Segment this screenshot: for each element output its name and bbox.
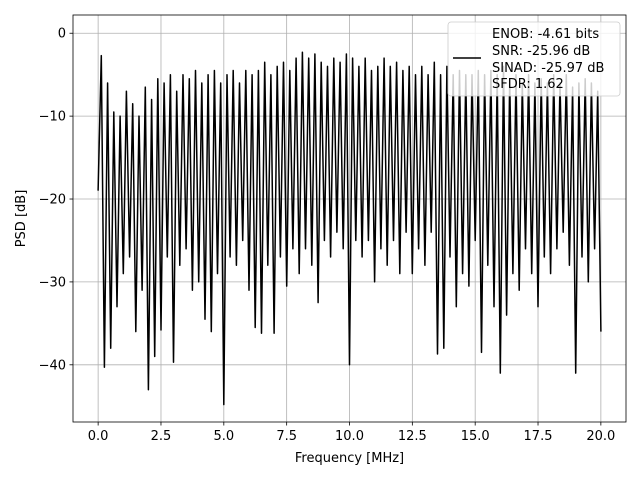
x-tick-label: 12.5 xyxy=(398,429,427,444)
legend-enob: ENOB: -4.61 bits xyxy=(492,27,599,42)
legend-sfdr: SFDR: 1.62 xyxy=(492,77,564,92)
x-tick-label: 0.0 xyxy=(88,429,109,444)
x-tick-label: 17.5 xyxy=(524,429,553,444)
x-tick-label: 7.5 xyxy=(276,429,297,444)
y-axis: 0 −10 −20 −30 −40 xyxy=(39,27,73,373)
x-tick-label: 20.0 xyxy=(586,429,615,444)
y-tick-label: −40 xyxy=(39,358,66,373)
x-tick-label: 5.0 xyxy=(213,429,234,444)
y-tick-label: −10 xyxy=(39,110,66,125)
y-tick-label: −30 xyxy=(39,275,66,290)
x-axis: 0.0 2.5 5.0 7.5 10.0 12.5 15.0 17.5 20.0 xyxy=(88,422,615,444)
y-tick-label: −20 xyxy=(39,193,66,208)
x-tick-label: 2.5 xyxy=(151,429,172,444)
legend-box xyxy=(447,21,621,97)
x-tick-label: 15.0 xyxy=(461,429,490,444)
legend: ENOB: -4.61 bits SNR: -25.96 dB SINAD: -… xyxy=(447,21,621,97)
x-tick-label: 10.0 xyxy=(335,429,364,444)
y-axis-label: PSD [dB] xyxy=(14,190,29,248)
y-tick-label: 0 xyxy=(58,27,66,42)
psd-series-line xyxy=(97,51,602,406)
plot-area xyxy=(97,51,602,406)
legend-snr: SNR: -25.96 dB xyxy=(492,44,590,59)
x-axis-label: Frequency [MHz] xyxy=(295,451,404,466)
legend-sinad: SINAD: -25.97 dB xyxy=(492,61,604,76)
